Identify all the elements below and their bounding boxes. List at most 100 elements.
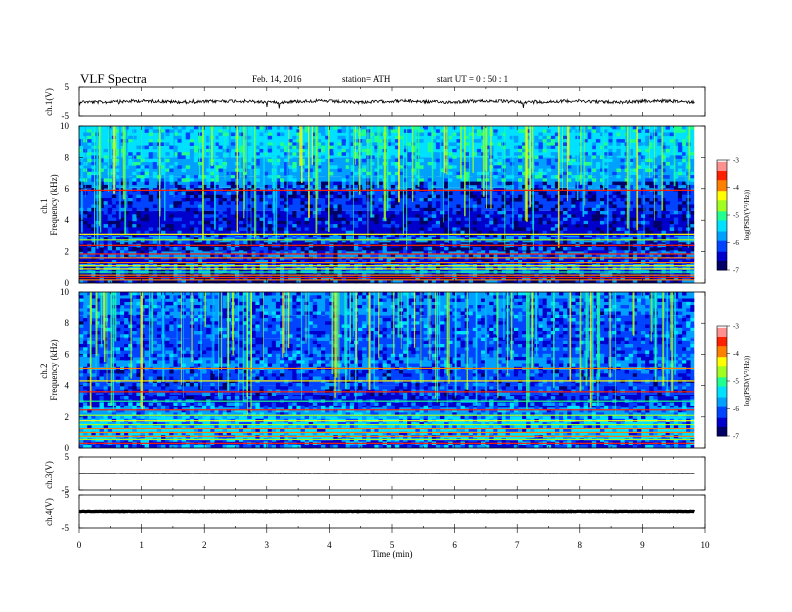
- spectrogram-cell: [435, 237, 441, 241]
- spectrogram-cell: [370, 142, 375, 146]
- spectrogram-cell: [472, 145, 478, 150]
- spectrogram-cell: [316, 165, 322, 169]
- spectrogram-cell: [493, 314, 498, 319]
- spectrogram-cell: [612, 250, 617, 254]
- spectrogram-cell: [292, 217, 297, 222]
- spectrogram-cell: [234, 247, 240, 251]
- spectrogram-cell: [423, 298, 428, 302]
- spectrogram-cell: [518, 145, 523, 150]
- spectrogram-cell: [87, 308, 92, 312]
- spectrogram-cell: [185, 253, 191, 258]
- spectrogram-cell: [378, 181, 383, 186]
- spectrogram-cell: [579, 305, 584, 309]
- spectrogram-cell: [427, 152, 433, 156]
- spectrogram-cell: [161, 194, 166, 199]
- spectrogram-cell: [132, 135, 137, 140]
- spectrogram-cell: [378, 298, 383, 302]
- spectrogram-cell: [292, 295, 297, 299]
- spectrogram-cell: [337, 211, 342, 215]
- spectrogram-cell: [362, 217, 367, 222]
- spectrogram-cell: [427, 256, 433, 261]
- spectrogram-cell: [198, 194, 203, 199]
- sferic-streak: [328, 126, 330, 232]
- spectrogram-cell: [587, 207, 593, 212]
- spectrogram-cell: [140, 129, 145, 133]
- spectrogram-cell: [99, 158, 104, 163]
- spectrogram-cell: [321, 148, 326, 153]
- spectrogram-cell: [333, 148, 338, 153]
- spectrogram-cell: [169, 168, 174, 173]
- spectrogram-cell: [161, 181, 166, 186]
- spectrogram-cell: [390, 279, 396, 284]
- spectrogram-cell: [362, 207, 367, 212]
- spectrogram-cell: [304, 253, 309, 258]
- spectrogram-cell: [370, 305, 375, 309]
- spectrogram-cell: [591, 142, 597, 146]
- spectrogram-cell: [132, 279, 137, 284]
- spectrogram-cell: [165, 148, 170, 153]
- no-data-region: [694, 126, 705, 283]
- spectrogram-cell: [563, 314, 568, 319]
- spectrogram-cell: [476, 129, 482, 133]
- spectrogram-cell: [394, 162, 400, 166]
- spectrogram-cell: [239, 240, 244, 245]
- spectrogram-cell: [165, 214, 170, 218]
- spectrogram-cell: [427, 198, 433, 202]
- spectrogram-cell: [468, 201, 474, 205]
- spectrogram-cell: [296, 214, 301, 218]
- spectrogram-cell: [185, 298, 191, 302]
- spectrogram-cell: [349, 220, 355, 225]
- spectrogram-cell: [513, 256, 519, 261]
- spectrogram-cell: [403, 250, 408, 254]
- spectrogram-cell: [308, 276, 314, 281]
- spectrogram-cell: [423, 217, 428, 222]
- spectrogram-cell: [173, 204, 178, 209]
- spectrogram-cell: [546, 139, 552, 143]
- spectrogram-cell: [222, 220, 227, 225]
- spectrogram-cell: [567, 178, 572, 182]
- spectrogram-cell: [673, 253, 679, 258]
- spectrogram-cell: [686, 308, 691, 312]
- spectrogram-cell: [501, 224, 506, 228]
- spectrogram-cell: [583, 211, 588, 215]
- spectrogram-cell: [415, 132, 420, 137]
- spectrogram-cell: [403, 168, 408, 173]
- spectrogram-cell: [415, 198, 420, 202]
- spectrogram-cell: [673, 198, 679, 202]
- spectrogram-cell: [132, 227, 137, 231]
- spectrogram-cell: [345, 256, 351, 261]
- spectrogram-cell: [665, 145, 670, 150]
- spectrogram-cell: [206, 168, 211, 173]
- spectrogram-cell: [522, 178, 527, 182]
- spectrogram-cell: [251, 201, 256, 205]
- spectrogram-cell: [546, 308, 552, 312]
- spectrogram-cell: [267, 230, 273, 235]
- spectrogram-cell: [690, 178, 695, 182]
- spectrogram-cell: [444, 230, 449, 235]
- spectrogram-cell: [641, 162, 646, 166]
- spectrogram-cell: [620, 227, 625, 231]
- spectrogram-cell: [636, 201, 642, 205]
- spectrogram-cell: [103, 253, 108, 258]
- spectrogram-cell: [333, 191, 338, 195]
- y-tick-label: -5: [62, 111, 70, 121]
- spectrogram-cell: [657, 211, 662, 215]
- spectrogram-cell: [686, 247, 691, 251]
- spectrogram-cell: [407, 301, 412, 306]
- spectrogram-cell: [280, 276, 285, 281]
- spectrogram-cell: [189, 178, 195, 182]
- spectrogram-cell: [559, 230, 564, 235]
- spectrogram-cell: [132, 295, 137, 299]
- spectrogram-cell: [403, 260, 408, 264]
- spectrogram-cell: [620, 256, 625, 261]
- spectrogram-cell: [448, 227, 453, 231]
- spectrogram-cell: [682, 276, 687, 281]
- sferic-streak: [446, 126, 448, 175]
- spectrogram-cell: [124, 253, 129, 258]
- spectrogram-cell: [370, 240, 375, 245]
- spectrogram-cell: [485, 171, 490, 176]
- spectrogram-cell: [386, 171, 392, 176]
- spectrogram-cell: [337, 256, 342, 261]
- spectrogram-cell: [251, 311, 256, 315]
- spectrogram-cell: [325, 298, 330, 302]
